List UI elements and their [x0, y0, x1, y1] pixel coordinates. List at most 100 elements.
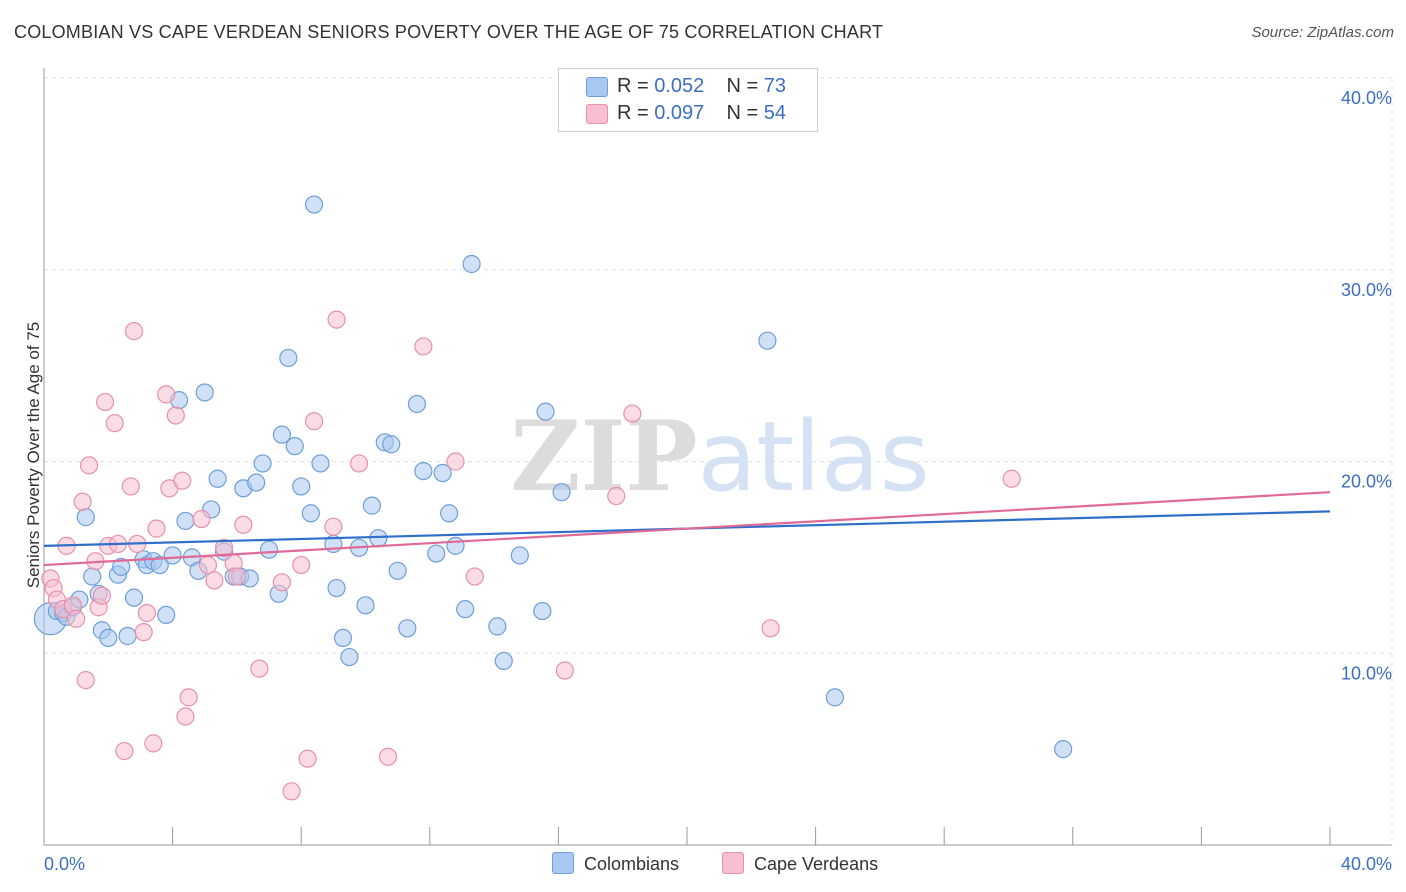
point-colombians	[112, 557, 131, 577]
point-colombians	[398, 619, 417, 638]
point-cape-verdeans	[292, 555, 311, 575]
point-colombians	[340, 647, 359, 667]
point-colombians	[427, 544, 446, 563]
legend-swatch-cape-verdeans	[586, 104, 608, 124]
point-cape-verdeans	[272, 573, 292, 592]
point-cape-verdeans	[205, 571, 224, 590]
point-cape-verdeans	[121, 477, 140, 496]
point-colombians	[327, 578, 346, 598]
point-cape-verdeans	[173, 471, 192, 490]
point-cape-verdeans	[198, 555, 218, 575]
point-colombians	[292, 477, 311, 496]
point-colombians	[163, 546, 182, 565]
point-cape-verdeans	[349, 454, 369, 473]
point-colombians	[536, 402, 555, 421]
point-cape-verdeans	[250, 659, 269, 678]
point-cape-verdeans	[76, 670, 95, 690]
point-cape-verdeans	[378, 747, 398, 766]
point-colombians	[301, 504, 320, 523]
bottom-legend-label-cape-verdeans: Cape Verdeans	[754, 854, 879, 874]
point-cape-verdeans	[227, 567, 246, 586]
point-cape-verdeans	[298, 749, 317, 768]
source-label: Source: ZipAtlas.com	[1251, 24, 1394, 41]
point-colombians	[253, 454, 272, 473]
point-cape-verdeans	[192, 509, 211, 529]
point-colombians	[758, 331, 777, 350]
point-colombians	[118, 626, 137, 646]
point-cape-verdeans	[327, 310, 346, 329]
point-colombians	[176, 511, 195, 531]
point-cape-verdeans	[1002, 469, 1021, 488]
point-colombians	[76, 508, 95, 527]
point-cape-verdeans	[282, 782, 301, 801]
legend-r-value: 0.097	[654, 102, 705, 124]
point-cape-verdeans	[623, 404, 642, 423]
point-colombians	[488, 617, 507, 636]
point-colombians	[825, 688, 844, 707]
point-colombians	[195, 383, 214, 402]
point-cape-verdeans	[124, 322, 144, 341]
point-colombians	[552, 483, 571, 502]
bottom-legend-colombians: Colombians	[552, 852, 679, 875]
y-tick-label: 20.0%	[1341, 472, 1392, 492]
point-cape-verdeans	[79, 456, 99, 475]
legend-r-value: 0.052	[654, 75, 705, 97]
chart-title: COLOMBIAN VS CAPE VERDEAN SENIORS POVERT…	[14, 22, 884, 42]
point-colombians	[304, 195, 324, 214]
point-colombians	[1054, 740, 1073, 759]
x-tick-label: 0.0%	[44, 854, 85, 874]
point-colombians	[433, 463, 452, 483]
point-colombians	[414, 461, 433, 481]
point-cape-verdeans	[761, 619, 780, 638]
point-cape-verdeans	[157, 385, 176, 404]
bottom-legend-label-colombians: Colombians	[584, 854, 680, 874]
point-colombians	[382, 435, 401, 454]
point-colombians	[362, 496, 382, 515]
point-colombians	[150, 555, 169, 575]
point-colombians	[356, 596, 375, 615]
point-cape-verdeans	[105, 414, 124, 433]
x-tick-label: 40.0%	[1341, 854, 1392, 874]
point-cape-verdeans	[555, 661, 574, 680]
point-colombians	[247, 473, 266, 492]
point-colombians	[333, 628, 353, 648]
point-colombians	[208, 469, 227, 488]
point-cape-verdeans	[115, 741, 134, 761]
legend-swatch-colombians	[586, 77, 608, 97]
watermark: ZIPatlas	[510, 400, 929, 513]
point-colombians	[272, 425, 292, 444]
y-tick-label: 10.0%	[1341, 663, 1392, 683]
y-tick-label: 40.0%	[1341, 88, 1392, 108]
point-cape-verdeans	[465, 567, 484, 586]
point-cape-verdeans	[147, 519, 166, 538]
point-colombians	[407, 394, 427, 414]
point-cape-verdeans	[166, 406, 185, 425]
point-cape-verdeans	[73, 492, 92, 511]
point-colombians	[533, 601, 552, 621]
y-tick-label: 30.0%	[1341, 280, 1392, 300]
legend-n-label: N =	[726, 102, 764, 124]
point-cape-verdeans	[214, 538, 234, 557]
point-cape-verdeans	[137, 603, 156, 623]
point-colombians	[369, 529, 388, 548]
bottom-legend-swatch-colombians	[552, 852, 574, 874]
point-cape-verdeans	[607, 486, 626, 506]
point-cape-verdeans	[95, 392, 115, 412]
point-colombians	[279, 348, 298, 368]
point-colombians	[510, 546, 529, 565]
point-cape-verdeans	[304, 412, 324, 431]
point-cape-verdeans	[144, 734, 163, 753]
point-cape-verdeans	[446, 452, 465, 471]
point-cape-verdeans	[92, 586, 111, 605]
point-colombians	[456, 600, 475, 619]
bottom-legend-swatch-cape-verdeans	[722, 852, 744, 874]
point-colombians	[99, 628, 118, 648]
point-cape-verdeans	[67, 609, 86, 628]
stats-legend: R = 0.052 N = 73 R = 0.097 N = 54	[558, 68, 818, 132]
point-cape-verdeans	[414, 337, 433, 356]
point-colombians	[446, 536, 465, 555]
point-colombians	[285, 437, 304, 456]
point-colombians	[439, 504, 459, 523]
legend-n-value: 73	[763, 75, 787, 97]
